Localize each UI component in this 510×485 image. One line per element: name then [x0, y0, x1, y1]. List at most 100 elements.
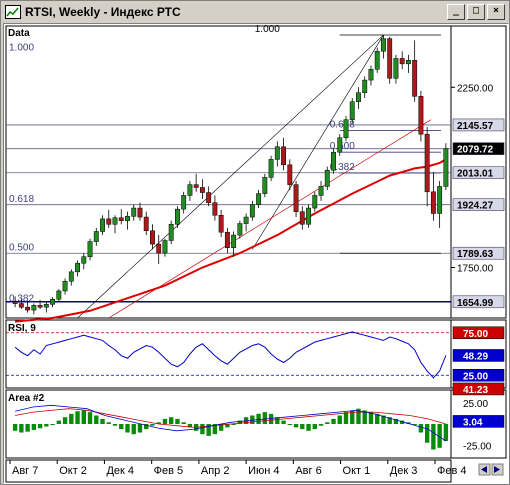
candle-body [75, 262, 80, 273]
area-tag-box-0 [452, 382, 505, 396]
candle-body [37, 305, 43, 308]
area-histogram-bar [69, 413, 74, 424]
candle [256, 190, 262, 209]
area-histogram-bar [225, 424, 230, 428]
candle [418, 90, 424, 142]
left-fib-label-0: 1.000 [9, 43, 34, 54]
candle [131, 204, 137, 221]
candle [206, 186, 212, 207]
y-tick-label-0: 2250.00 [457, 83, 494, 94]
candle [368, 65, 374, 86]
area-histogram-bar [56, 420, 62, 424]
candle [106, 209, 112, 228]
area-histogram-bar [169, 417, 174, 424]
candle-body [62, 280, 68, 292]
candle-body [274, 146, 280, 160]
rsi-tag-box-0 [452, 326, 505, 339]
candle [318, 181, 324, 201]
area-histogram-bar [256, 413, 261, 424]
area-histogram-bar [368, 412, 374, 424]
candle [168, 220, 174, 245]
x-tick-label-5: Июн 4 [248, 465, 279, 477]
area-histogram-bar [250, 415, 255, 424]
candle-body [443, 148, 449, 187]
candle [87, 238, 93, 261]
candle [249, 200, 255, 221]
x-tick-label-4: Апр 2 [201, 465, 230, 477]
rsi-tag-0: 75.00 [463, 329, 488, 340]
candle-body [112, 217, 118, 225]
candle [262, 173, 268, 198]
candle-body [374, 50, 380, 70]
candle-body [118, 217, 124, 221]
area-tag-0: 41.23 [463, 385, 488, 396]
chart-canvas[interactable]: Data 1.000 0.618 0.500 0.382 1.000 0.618 0.500 0… [4, 24, 508, 483]
candle [399, 51, 405, 70]
price-tag-4: 1789.63 [457, 249, 494, 260]
chart-area[interactable]: Data 1.000 0.618 0.500 0.382 1.000 0.618 0.500 0… [3, 23, 509, 484]
area-histogram-bar [318, 424, 324, 426]
candle [268, 155, 274, 182]
area-histogram-bar [75, 411, 80, 424]
price-tag-box-0 [452, 118, 505, 132]
candle-body [162, 240, 168, 254]
candle-body [31, 305, 37, 311]
area-histogram-bar [19, 424, 24, 433]
candle-body [212, 202, 218, 216]
candle-body [337, 137, 343, 153]
candle-body [306, 207, 311, 225]
candle-body [218, 215, 224, 233]
candle-body [199, 187, 205, 193]
area-histogram-bar [31, 424, 37, 430]
area-histogram-bar [131, 424, 136, 435]
candle [100, 215, 105, 236]
area-histogram-bar [424, 424, 430, 443]
candle [193, 173, 199, 192]
area-histogram-bar [331, 418, 336, 424]
title-bar[interactable]: RTSI, Weekly - Индекс РТС _ □ × [3, 3, 507, 21]
price-tag-2: 2013.01 [457, 169, 494, 180]
moving-average-line [15, 158, 447, 323]
fib-label-0: 1.000 [255, 24, 280, 35]
x-tick-label-8: Дек 3 [390, 465, 418, 477]
area-histogram-bar [343, 412, 349, 424]
area-line-red [15, 408, 446, 428]
minimize-button[interactable]: _ [447, 4, 465, 20]
area-histogram-bar [200, 424, 205, 435]
candle-body [43, 304, 49, 308]
close-button[interactable]: × [487, 4, 505, 20]
left-fib-label-2: 0.500 [9, 242, 34, 253]
candle [93, 227, 99, 246]
candle-body [50, 299, 56, 305]
candle [31, 303, 37, 315]
left-fib-label-3: 0.382 [9, 293, 34, 304]
candle [362, 76, 368, 99]
area-line-blue [15, 404, 447, 442]
candle [50, 297, 56, 308]
candle-body [299, 211, 305, 225]
area-histogram-bar [387, 417, 392, 424]
area-histogram-bar [181, 422, 186, 424]
area-histogram-bar [418, 424, 424, 433]
price-tag-box-4 [452, 246, 505, 260]
maximize-button[interactable]: □ [467, 4, 485, 20]
rsi-tag-1: 48.29 [463, 351, 488, 362]
candle [243, 213, 249, 232]
panel-frame-0 [5, 25, 452, 319]
rsi-panel-label: RSI, 9 [8, 323, 36, 334]
candle-body [356, 92, 361, 102]
price-tag-1: 2079.72 [457, 145, 494, 156]
area-histogram-bar [431, 424, 436, 450]
candle [405, 54, 411, 73]
candle [387, 36, 393, 84]
candle [75, 260, 80, 277]
candle [412, 40, 418, 102]
candle [218, 209, 224, 237]
candle-body [343, 119, 349, 139]
candle-body [256, 193, 262, 205]
candle-body [405, 59, 411, 65]
area-histogram-bar [125, 424, 130, 433]
candle-body [187, 184, 193, 196]
area-tag-box-2 [452, 415, 505, 428]
chart-app-icon [5, 5, 21, 19]
